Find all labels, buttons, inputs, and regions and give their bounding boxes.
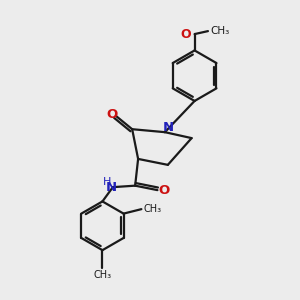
Text: CH₃: CH₃	[93, 269, 112, 280]
Text: H: H	[103, 177, 112, 187]
Text: N: N	[163, 121, 174, 134]
Text: O: O	[106, 108, 118, 121]
Text: CH₃: CH₃	[143, 204, 161, 214]
Text: CH₃: CH₃	[210, 26, 230, 36]
Text: O: O	[158, 184, 169, 196]
Text: O: O	[180, 28, 191, 40]
Text: N: N	[106, 181, 117, 194]
